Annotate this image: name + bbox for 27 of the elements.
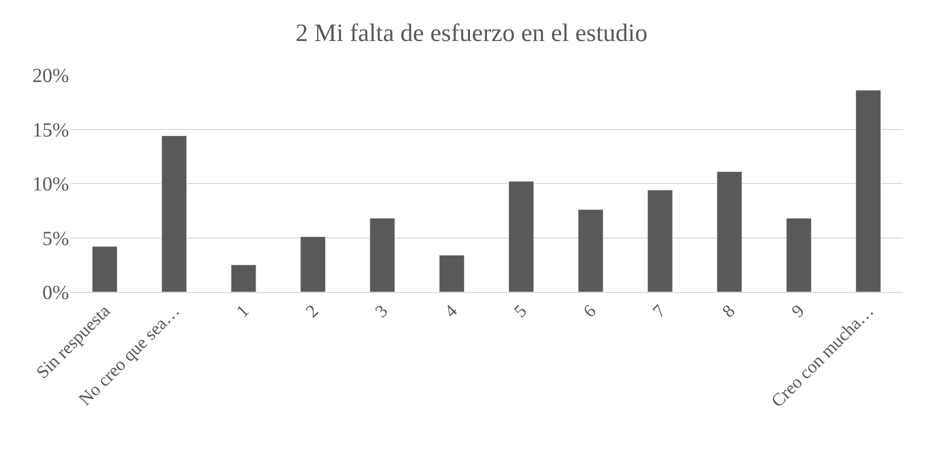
y-tick-label: 5% bbox=[42, 228, 69, 250]
bar bbox=[92, 246, 118, 292]
x-tick-label: 6 bbox=[579, 300, 600, 322]
bar bbox=[856, 90, 882, 292]
x-tick-label: 3 bbox=[371, 300, 392, 322]
x-tick-label: 2 bbox=[302, 300, 322, 322]
bar bbox=[439, 254, 465, 292]
bar bbox=[647, 190, 673, 292]
bar bbox=[161, 136, 187, 292]
x-tick-label: 5 bbox=[510, 300, 530, 322]
x-tick-label: 8 bbox=[718, 300, 739, 322]
x-tick-label: 4 bbox=[440, 300, 461, 322]
chart-title: 2 Mi falta de esfuerzo en el estudio bbox=[296, 20, 648, 48]
x-tick-label: 9 bbox=[788, 300, 808, 322]
x-tick-label: 7 bbox=[648, 300, 670, 322]
bar bbox=[716, 171, 742, 292]
bar bbox=[230, 264, 256, 292]
x-tick-label: 1 bbox=[232, 300, 253, 322]
y-tick-label: 15% bbox=[32, 119, 69, 142]
bar bbox=[508, 181, 534, 292]
y-tick-label: 10% bbox=[32, 174, 69, 196]
bar bbox=[370, 218, 396, 292]
bar bbox=[786, 218, 812, 292]
y-tick-label: 0% bbox=[42, 282, 69, 304]
y-tick-label: 20% bbox=[32, 65, 69, 87]
bar bbox=[578, 209, 604, 292]
bar bbox=[300, 236, 326, 292]
